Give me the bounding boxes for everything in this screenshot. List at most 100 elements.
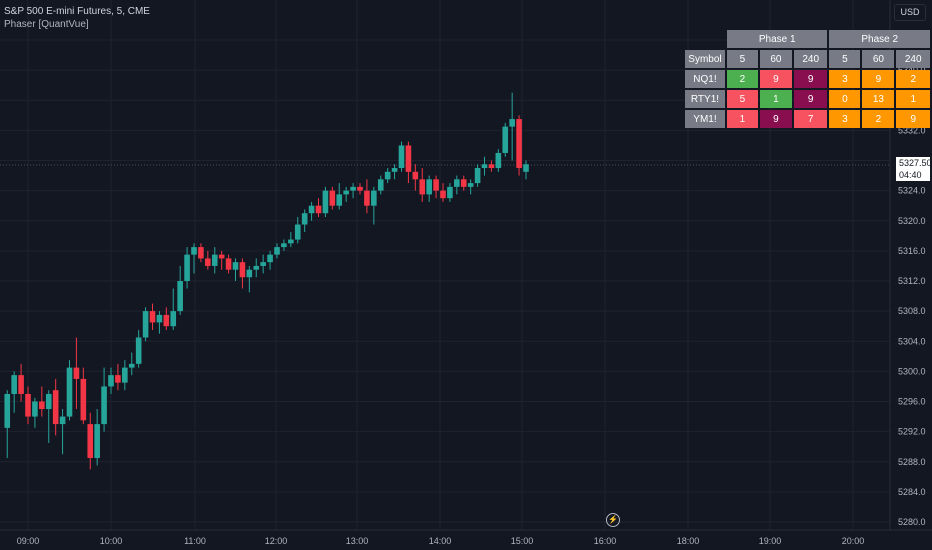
indicator-label[interactable]: Phaser [QuantVue] [4,19,89,30]
candle [274,243,280,259]
candle-body [412,171,419,180]
candle-body [377,179,384,191]
candle-body [232,262,239,270]
x-tick-label: 09:00 [17,536,40,546]
candle [101,367,107,432]
candle [336,183,343,210]
candle [4,390,11,458]
phase2-cell: 2 [896,70,930,88]
candle-body [509,119,515,127]
x-tick-label: 11:00 [184,536,206,546]
y-tick-label: 5324.0 [898,186,926,196]
candle [474,164,481,187]
tf-header: 240 [793,50,828,68]
candle-body [135,337,142,364]
candle [329,186,336,210]
candle-body [253,265,260,270]
x-tick-label: 13:00 [346,536,369,546]
candle-body [433,179,439,191]
chart-title: S&P 500 E-mini Futures, 5, CME [4,6,150,17]
candle-body [177,281,183,312]
currency-button[interactable]: USD [894,4,926,21]
candle [45,390,52,443]
x-tick-label: 14:00 [429,536,452,546]
candle [426,175,432,202]
grid-lines [0,0,890,530]
candle [25,386,31,425]
candle [371,186,377,225]
candle-body [45,393,52,410]
candle-body [149,311,156,323]
y-tick-label: 5288.0 [898,457,926,467]
time-axis[interactable]: 09:00 10:00 11:00 12:00 13:00 14:00 15:00 16:00… [17,536,865,546]
candle [412,164,419,191]
phase2-cell: 2 [862,110,895,128]
candle [364,179,370,214]
tf-header: 240 [896,50,930,68]
candle [281,239,287,251]
y-tick-label: 5284.0 [898,487,926,497]
candle [301,209,308,233]
candle-body [502,126,509,153]
candle-body [474,168,481,184]
candle-body [239,262,246,278]
phase1-cell: 5 [726,90,758,108]
candle-body [308,205,315,214]
candle-body [108,375,114,387]
candle [94,409,100,466]
candle [495,149,502,172]
candle-body [454,179,460,187]
phase2-cell: 3 [829,110,861,128]
phase1-cell: 1 [759,90,792,108]
x-tick-label: 19:00 [759,536,782,546]
candle-body [170,311,177,327]
y-tick-label: 5312.0 [898,276,926,286]
phase2-cell: 1 [896,90,930,108]
candle [115,363,121,391]
symbol-cell: RTY1! [685,90,725,108]
y-tick-label: 5304.0 [898,336,926,346]
candle [253,258,260,278]
candle-body [115,375,121,383]
lightning-icon[interactable]: ⚡ [606,513,620,527]
candle [108,367,114,394]
y-tick-label: 5308.0 [898,306,926,316]
candle [163,307,170,330]
candle [308,201,315,221]
candle-body [495,152,502,169]
candle-body [488,164,495,169]
candle [460,175,467,191]
candle [481,156,488,176]
candle-body [371,190,377,206]
candle [440,183,446,202]
candle [447,183,453,202]
candle-body [343,190,349,195]
candle [170,288,177,330]
candle [523,160,529,180]
candle [142,307,149,342]
candle-body [225,258,232,270]
candle [419,168,426,202]
candle [509,92,515,161]
candle-body [288,239,294,244]
candle [488,160,495,172]
candle [225,254,232,274]
tf-header: 60 [862,50,895,68]
candles-layer [4,92,529,470]
candle-body [405,145,412,172]
candle-body [315,205,322,214]
tf-header: 5 [726,50,758,68]
symbol-cell: NQ1! [685,70,725,88]
phase1-cell: 9 [759,110,792,128]
candle-body [122,367,128,383]
candle-body [467,183,474,187]
candle [384,168,391,184]
candle-body [25,393,31,417]
candle-body [523,164,529,172]
candle-body [481,164,488,169]
candle-body [364,190,370,206]
candle-body [350,186,356,191]
candle-body [142,311,149,338]
candle [11,371,17,413]
